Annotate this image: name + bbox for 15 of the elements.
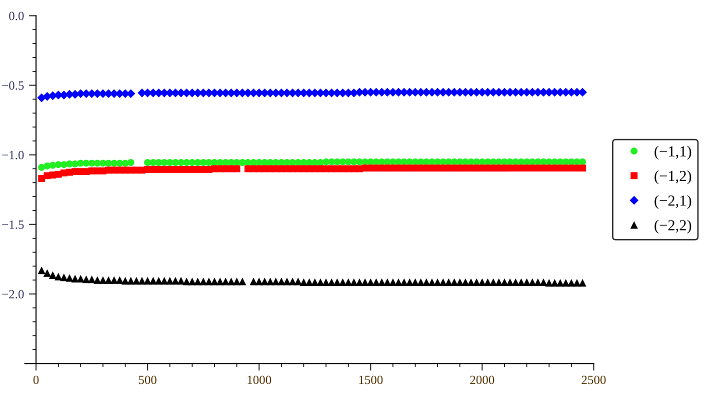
y-tick-label: −1.0 [2, 150, 24, 160]
x-tick-label: 0 [33, 376, 39, 384]
y-tick-label: −2.0 [2, 290, 24, 298]
y-tick-label: −0.5 [2, 81, 24, 90]
x-tick-label: 2000 [470, 376, 494, 384]
x-tick-label: 1000 [248, 376, 272, 384]
legend-label: (−1,1) [654, 146, 692, 160]
y-tick-label: −1.5 [2, 220, 24, 229]
legend-label: (−2,1) [654, 195, 692, 209]
y-tick-label: 0.0 [9, 12, 24, 20]
x-tick-label: 2500 [582, 376, 606, 384]
legend-label: (−1,2) [654, 170, 692, 184]
x-tick-label: 1500 [359, 376, 383, 384]
x-tick-label: 500 [138, 376, 156, 384]
legend-label: (−2,2) [654, 220, 692, 234]
